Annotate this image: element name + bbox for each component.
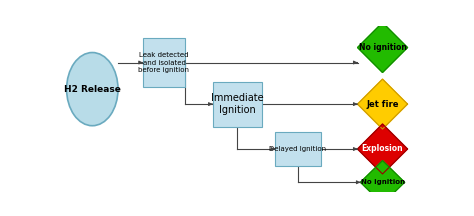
Text: Delayed Ignition: Delayed Ignition (269, 146, 327, 152)
Polygon shape (357, 79, 408, 129)
Text: H2 Release: H2 Release (64, 85, 121, 94)
FancyBboxPatch shape (143, 38, 185, 87)
Text: No ignition: No ignition (361, 179, 404, 185)
Text: No ignition: No ignition (358, 43, 407, 52)
Polygon shape (357, 23, 408, 73)
Ellipse shape (66, 52, 118, 126)
Text: Explosion: Explosion (362, 145, 403, 154)
Text: Jet fire: Jet fire (366, 100, 399, 109)
Text: Leak detected
and isolated
before ignition: Leak detected and isolated before igniti… (138, 52, 190, 73)
Polygon shape (360, 161, 405, 204)
Text: Immediate
Ignition: Immediate Ignition (211, 93, 264, 115)
FancyBboxPatch shape (213, 82, 262, 127)
FancyBboxPatch shape (275, 132, 321, 166)
Polygon shape (357, 124, 408, 174)
